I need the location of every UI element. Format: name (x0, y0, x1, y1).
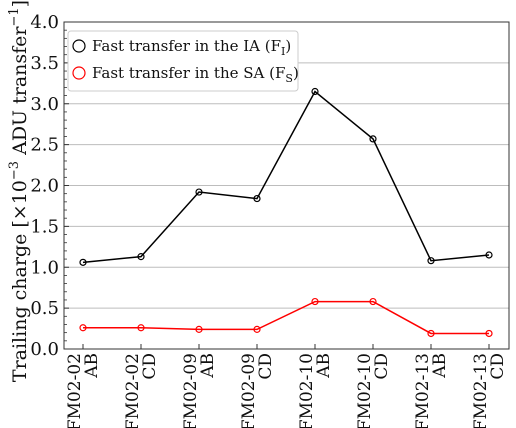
legend: Fast transfer in the IA (FI) Fast transf… (67, 30, 299, 92)
y-tick-label: 0.0 (30, 339, 59, 360)
data-point-sa (485, 329, 493, 338)
x-tick-label-line1: FM02-13 (471, 353, 491, 428)
x-tick-label-line1: FM02-02 (65, 353, 85, 428)
x-tick-label-line1: FM02-10 (355, 353, 375, 428)
x-tick-label-line2: AB (314, 353, 334, 379)
data-point-sa (311, 297, 319, 306)
x-tick-label-line2: CD (256, 353, 276, 380)
grid-lines (64, 62, 509, 309)
legend-label-ia: Fast transfer in the IA (FI) (92, 37, 291, 58)
legend-marker-ia (72, 39, 86, 53)
x-tick-label-line2: AB (82, 353, 102, 379)
legend-marker-sa (72, 66, 86, 80)
y-axis: 0.0 0.5 1.0 1.5 2.0 2.5 3.0 3.5 4.0 (30, 12, 69, 360)
data-point-ia (427, 257, 435, 265)
x-tick-label-line2: CD (372, 353, 392, 380)
data-point-sa (137, 324, 145, 332)
y-tick-label: 2.5 (30, 135, 59, 156)
y-tick-label: 3.5 (30, 53, 59, 74)
data-point-sa (195, 325, 203, 333)
legend-label-sa: Fast transfer in the SA (FS) (92, 64, 299, 85)
data-point-sa (253, 325, 261, 333)
x-tick-label-line1: FM02-02 (123, 353, 143, 428)
data-point-ia (369, 135, 377, 143)
x-tick-label-line2: CD (140, 353, 160, 380)
x-tick-label-line2: CD (488, 353, 508, 380)
y-axis-title: Trailing charge [×10−3 ADU transfer−1] (7, 0, 31, 382)
data-point-ia (195, 188, 203, 196)
data-point-ia (79, 258, 87, 266)
data-point-sa (79, 324, 87, 332)
series-group (79, 87, 493, 338)
y-tick-label: 3.0 (30, 94, 59, 115)
series-line-ia (82, 90, 490, 264)
x-tick-label-line1: FM02-10 (297, 353, 317, 428)
data-point-sa (427, 329, 435, 338)
data-point-ia (485, 251, 493, 259)
x-tick-label-line1: FM02-09 (239, 353, 259, 428)
x-tick-label-line2: AB (198, 353, 218, 379)
data-point-ia (253, 194, 261, 203)
data-point-ia (137, 253, 145, 261)
x-tick-label-line2: AB (430, 353, 450, 379)
y-tick-label: 0.5 (30, 298, 59, 319)
x-tick-label-line1: FM02-13 (413, 353, 433, 428)
x-tick-label-line1: FM02-09 (181, 353, 201, 428)
data-point-ia (311, 87, 319, 96)
y-tick-label: 2.0 (30, 176, 59, 197)
y-tick-label: 1.0 (30, 257, 59, 278)
series-line-sa (83, 300, 489, 335)
y-tick-label: 4.0 (30, 12, 59, 33)
y-tick-label: 1.5 (30, 216, 59, 237)
data-point-sa (369, 297, 377, 306)
legend-box (67, 30, 299, 92)
